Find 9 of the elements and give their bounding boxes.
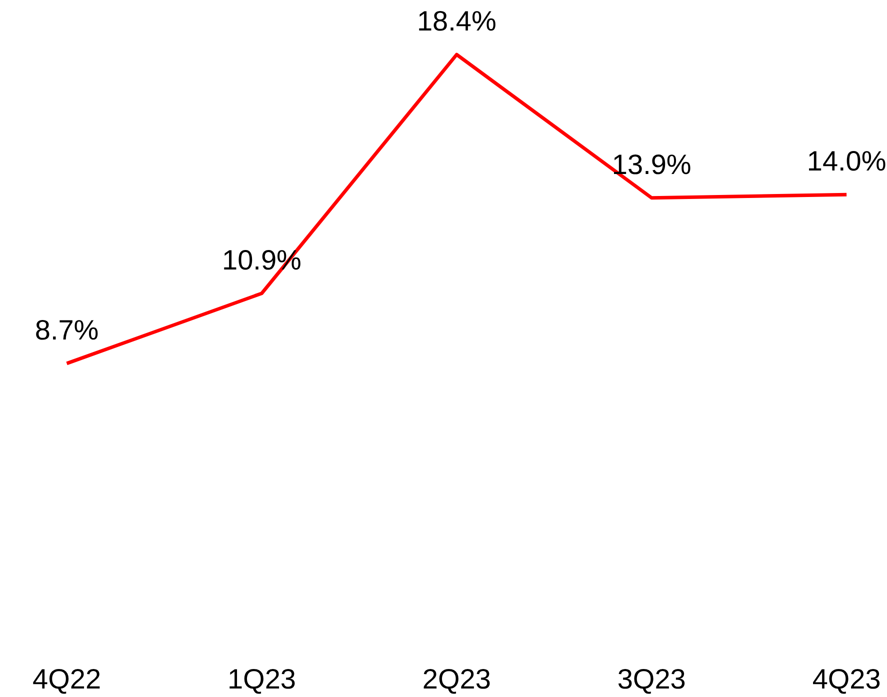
data-label: 8.7% bbox=[34, 314, 99, 346]
x-tick-label: 4Q23 bbox=[812, 664, 881, 694]
x-tick-label: 4Q22 bbox=[32, 664, 102, 694]
data-label: 18.4% bbox=[416, 6, 496, 37]
x-tick-label: 1Q23 bbox=[227, 664, 296, 694]
x-tick-label: 2Q23 bbox=[422, 664, 491, 694]
data-label: 14.0% bbox=[806, 146, 886, 177]
x-tick-label: 3Q23 bbox=[617, 664, 686, 694]
data-label: 13.9% bbox=[612, 148, 692, 180]
